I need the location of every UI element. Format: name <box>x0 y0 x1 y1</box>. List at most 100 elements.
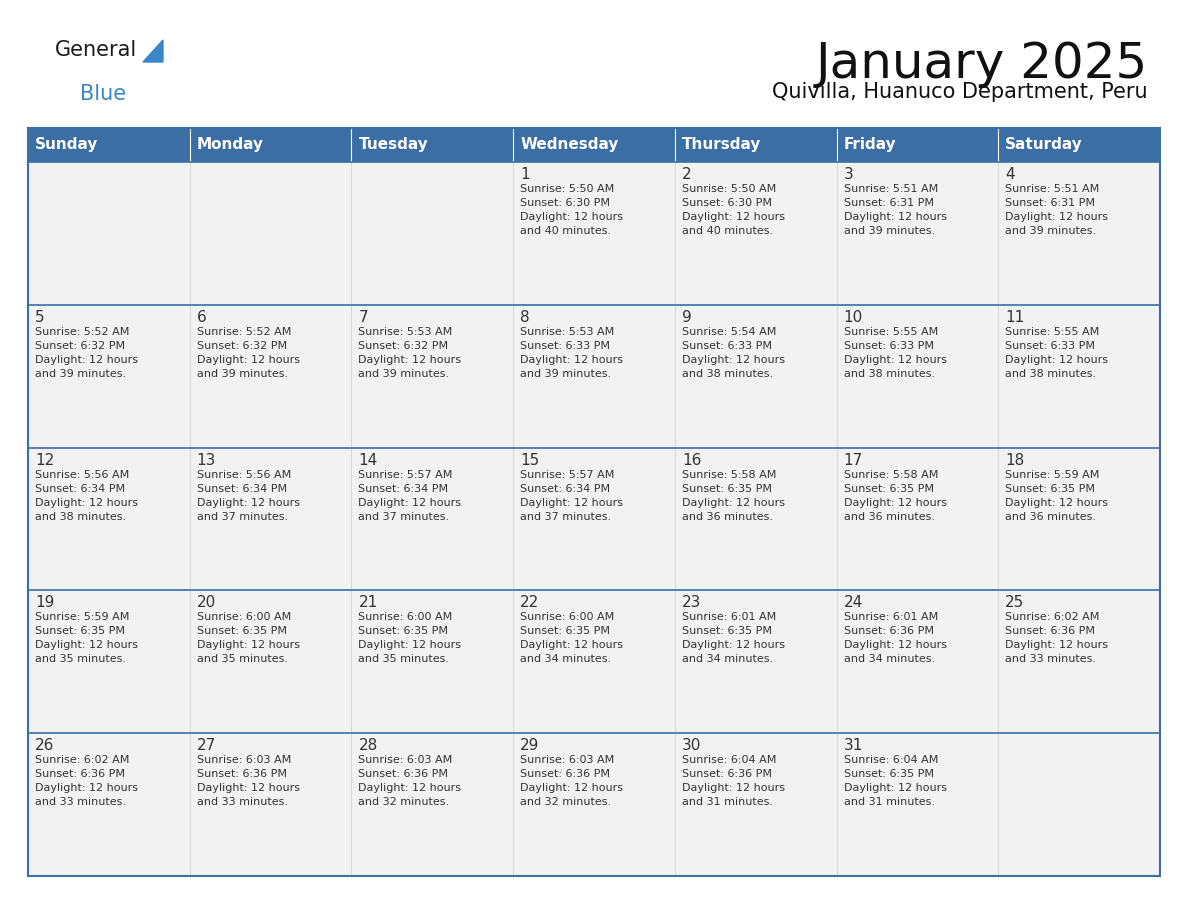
Text: Sunset: 6:36 PM: Sunset: 6:36 PM <box>197 769 286 779</box>
Text: Sunrise: 5:55 AM: Sunrise: 5:55 AM <box>1005 327 1100 337</box>
Text: Sunrise: 6:00 AM: Sunrise: 6:00 AM <box>520 612 614 622</box>
Text: Sunset: 6:36 PM: Sunset: 6:36 PM <box>843 626 934 636</box>
Text: Sunrise: 6:02 AM: Sunrise: 6:02 AM <box>1005 612 1100 622</box>
Text: and 35 minutes.: and 35 minutes. <box>197 655 287 665</box>
Text: 9: 9 <box>682 309 691 325</box>
Text: and 39 minutes.: and 39 minutes. <box>843 226 935 236</box>
Text: and 39 minutes.: and 39 minutes. <box>1005 226 1097 236</box>
Text: Sunset: 6:33 PM: Sunset: 6:33 PM <box>843 341 934 351</box>
Text: and 40 minutes.: and 40 minutes. <box>520 226 612 236</box>
Text: Daylight: 12 hours: Daylight: 12 hours <box>197 498 299 508</box>
Text: 23: 23 <box>682 596 701 610</box>
Text: Sunset: 6:36 PM: Sunset: 6:36 PM <box>682 769 772 779</box>
Text: and 38 minutes.: and 38 minutes. <box>682 369 773 379</box>
Text: Daylight: 12 hours: Daylight: 12 hours <box>682 354 785 364</box>
Text: and 32 minutes.: and 32 minutes. <box>359 797 449 807</box>
Text: Sunset: 6:36 PM: Sunset: 6:36 PM <box>34 769 125 779</box>
Text: Daylight: 12 hours: Daylight: 12 hours <box>1005 212 1108 222</box>
Text: Daylight: 12 hours: Daylight: 12 hours <box>843 783 947 793</box>
Text: Daylight: 12 hours: Daylight: 12 hours <box>359 783 461 793</box>
Text: Sunset: 6:34 PM: Sunset: 6:34 PM <box>34 484 125 494</box>
Text: Daylight: 12 hours: Daylight: 12 hours <box>197 783 299 793</box>
Text: Saturday: Saturday <box>1005 138 1083 152</box>
Text: 27: 27 <box>197 738 216 753</box>
Text: Sunset: 6:33 PM: Sunset: 6:33 PM <box>682 341 772 351</box>
Text: Sunrise: 5:53 AM: Sunrise: 5:53 AM <box>359 327 453 337</box>
Text: Daylight: 12 hours: Daylight: 12 hours <box>682 212 785 222</box>
Text: January 2025: January 2025 <box>816 40 1148 88</box>
Text: Blue: Blue <box>80 84 126 104</box>
Text: Sunrise: 5:52 AM: Sunrise: 5:52 AM <box>197 327 291 337</box>
Text: Sunrise: 5:56 AM: Sunrise: 5:56 AM <box>197 470 291 479</box>
Text: Sunrise: 5:58 AM: Sunrise: 5:58 AM <box>843 470 939 479</box>
Text: Sunset: 6:35 PM: Sunset: 6:35 PM <box>843 484 934 494</box>
Text: Daylight: 12 hours: Daylight: 12 hours <box>843 212 947 222</box>
Text: Sunset: 6:33 PM: Sunset: 6:33 PM <box>1005 341 1095 351</box>
Text: and 39 minutes.: and 39 minutes. <box>197 369 287 379</box>
Text: 26: 26 <box>34 738 55 753</box>
Text: Friday: Friday <box>843 138 896 152</box>
Text: Sunrise: 6:04 AM: Sunrise: 6:04 AM <box>843 756 939 766</box>
Text: and 34 minutes.: and 34 minutes. <box>682 655 773 665</box>
Text: Sunset: 6:35 PM: Sunset: 6:35 PM <box>682 484 772 494</box>
Text: and 33 minutes.: and 33 minutes. <box>1005 655 1097 665</box>
Text: Quivilla, Huanuco Department, Peru: Quivilla, Huanuco Department, Peru <box>772 82 1148 102</box>
Text: and 32 minutes.: and 32 minutes. <box>520 797 612 807</box>
Text: and 31 minutes.: and 31 minutes. <box>843 797 935 807</box>
Text: Daylight: 12 hours: Daylight: 12 hours <box>520 783 624 793</box>
Text: 31: 31 <box>843 738 862 753</box>
Text: Daylight: 12 hours: Daylight: 12 hours <box>34 498 138 508</box>
Text: 19: 19 <box>34 596 55 610</box>
Text: Daylight: 12 hours: Daylight: 12 hours <box>843 498 947 508</box>
Text: 12: 12 <box>34 453 55 467</box>
Text: Sunrise: 6:03 AM: Sunrise: 6:03 AM <box>359 756 453 766</box>
Text: Daylight: 12 hours: Daylight: 12 hours <box>682 783 785 793</box>
Text: Sunset: 6:35 PM: Sunset: 6:35 PM <box>843 769 934 779</box>
Text: 13: 13 <box>197 453 216 467</box>
Text: and 37 minutes.: and 37 minutes. <box>197 511 287 521</box>
Text: Daylight: 12 hours: Daylight: 12 hours <box>359 498 461 508</box>
Text: Daylight: 12 hours: Daylight: 12 hours <box>520 498 624 508</box>
Text: Daylight: 12 hours: Daylight: 12 hours <box>359 641 461 650</box>
Text: Daylight: 12 hours: Daylight: 12 hours <box>34 783 138 793</box>
Text: Daylight: 12 hours: Daylight: 12 hours <box>197 641 299 650</box>
Text: and 38 minutes.: and 38 minutes. <box>843 369 935 379</box>
Text: General: General <box>55 40 138 60</box>
Text: and 35 minutes.: and 35 minutes. <box>359 655 449 665</box>
Text: Daylight: 12 hours: Daylight: 12 hours <box>34 641 138 650</box>
Text: and 38 minutes.: and 38 minutes. <box>1005 369 1097 379</box>
Text: 6: 6 <box>197 309 207 325</box>
Text: Sunrise: 5:54 AM: Sunrise: 5:54 AM <box>682 327 776 337</box>
Text: 2: 2 <box>682 167 691 182</box>
Text: Wednesday: Wednesday <box>520 138 619 152</box>
Text: Sunrise: 6:00 AM: Sunrise: 6:00 AM <box>359 612 453 622</box>
Bar <box>29 305 1159 448</box>
Text: Daylight: 12 hours: Daylight: 12 hours <box>843 641 947 650</box>
Text: Daylight: 12 hours: Daylight: 12 hours <box>197 354 299 364</box>
Text: 3: 3 <box>843 167 853 182</box>
Text: and 33 minutes.: and 33 minutes. <box>197 797 287 807</box>
Text: Sunset: 6:36 PM: Sunset: 6:36 PM <box>359 769 448 779</box>
Text: Daylight: 12 hours: Daylight: 12 hours <box>359 354 461 364</box>
Text: Sunset: 6:34 PM: Sunset: 6:34 PM <box>520 484 611 494</box>
Text: Sunset: 6:30 PM: Sunset: 6:30 PM <box>682 198 772 208</box>
Text: and 39 minutes.: and 39 minutes. <box>359 369 449 379</box>
Text: Tuesday: Tuesday <box>359 138 428 152</box>
Bar <box>29 590 1159 733</box>
Text: Sunrise: 5:56 AM: Sunrise: 5:56 AM <box>34 470 129 479</box>
Bar <box>29 128 1159 162</box>
Text: Sunset: 6:34 PM: Sunset: 6:34 PM <box>197 484 286 494</box>
Text: and 34 minutes.: and 34 minutes. <box>520 655 612 665</box>
Bar <box>29 162 1159 305</box>
Text: 4: 4 <box>1005 167 1015 182</box>
Text: and 36 minutes.: and 36 minutes. <box>843 511 935 521</box>
Text: Daylight: 12 hours: Daylight: 12 hours <box>682 498 785 508</box>
Text: 11: 11 <box>1005 309 1024 325</box>
Text: 7: 7 <box>359 309 368 325</box>
Text: Sunrise: 5:53 AM: Sunrise: 5:53 AM <box>520 327 614 337</box>
Text: Sunrise: 6:03 AM: Sunrise: 6:03 AM <box>197 756 291 766</box>
Text: Daylight: 12 hours: Daylight: 12 hours <box>1005 498 1108 508</box>
Text: 30: 30 <box>682 738 701 753</box>
Text: 22: 22 <box>520 596 539 610</box>
Text: Sunset: 6:36 PM: Sunset: 6:36 PM <box>1005 626 1095 636</box>
